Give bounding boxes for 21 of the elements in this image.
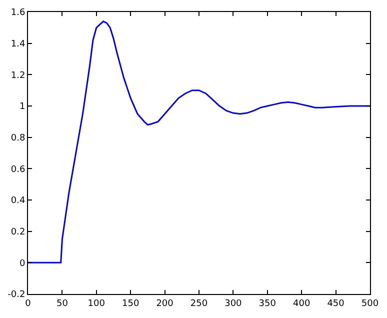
x-tick-label: 450 bbox=[327, 298, 345, 309]
y-tick-label: 0.2 bbox=[10, 227, 26, 238]
line-series bbox=[28, 20, 370, 264]
x-tick-label: 200 bbox=[156, 298, 174, 309]
x-tick-label: 300 bbox=[224, 298, 242, 309]
y-tick-label: -0.2 bbox=[8, 290, 26, 300]
y-tick-label: 0.8 bbox=[10, 133, 26, 144]
x-tick-label: 250 bbox=[190, 298, 208, 309]
y-tick-label: 1.2 bbox=[10, 70, 26, 81]
x-tick-label: 500 bbox=[361, 298, 379, 309]
y-tick-label: 1.4 bbox=[10, 39, 26, 50]
x-tick-label: 100 bbox=[88, 298, 106, 309]
x-tick-label: 50 bbox=[56, 298, 68, 309]
y-tick-label: 0.6 bbox=[10, 164, 26, 175]
x-tick-label: 400 bbox=[293, 298, 310, 309]
x-tick-label: 150 bbox=[122, 298, 140, 309]
x-tick-label: 350 bbox=[258, 298, 276, 309]
y-tick-label: 0 bbox=[19, 258, 26, 269]
y-tick-label: 0.4 bbox=[10, 196, 26, 206]
y-tick-label: 1.6 bbox=[10, 8, 26, 18]
y-tick-label: 1 bbox=[19, 102, 26, 112]
